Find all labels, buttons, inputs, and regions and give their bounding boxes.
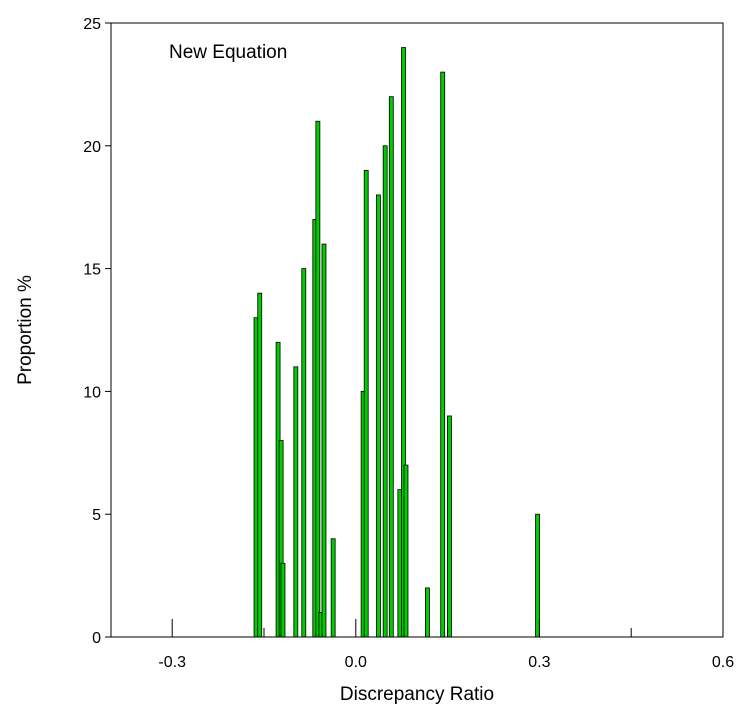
histogram-bar: [447, 415, 452, 638]
histogram-bar: [376, 194, 381, 638]
histogram-bar: [293, 366, 299, 638]
y-tick-label: 25: [83, 16, 101, 33]
y-tick-label: 10: [83, 384, 101, 401]
histogram-bar: [424, 587, 430, 638]
histogram-bar: [257, 292, 263, 638]
y-tick-label: 15: [83, 262, 101, 279]
y-axis-label: Proportion %: [15, 275, 36, 385]
x-axis-label: Discrepancy Ratio: [340, 684, 494, 705]
histogram-bar: [440, 71, 446, 638]
plot-frame: [110, 22, 724, 638]
histogram-bar: [382, 145, 388, 638]
histogram-bar: [363, 169, 369, 638]
x-tick-label: -0.3: [158, 654, 186, 671]
x-tick-label: 0.3: [528, 654, 550, 671]
histogram-bar: [330, 538, 336, 638]
x-tick-label: 0.6: [712, 654, 734, 671]
histogram-bar: [280, 562, 286, 638]
x-tick-label: 0.0: [345, 654, 367, 671]
chart-annotation: New Equation: [169, 42, 287, 63]
y-tick-label: 5: [92, 507, 101, 524]
ticks-group: 0 5 10 15 20 25 -0.3 0.0 0.3 0.6: [83, 16, 734, 671]
bars-group: [253, 47, 540, 638]
y-tick-label: 20: [83, 139, 101, 156]
histogram-bar: [535, 513, 540, 638]
y-tick-label: 0: [92, 630, 101, 647]
histogram-bar: [301, 268, 307, 638]
histogram-bar: [321, 243, 327, 638]
histogram-bar: [315, 120, 321, 638]
histogram-bar: [388, 96, 394, 638]
histogram-bar: [403, 464, 409, 638]
